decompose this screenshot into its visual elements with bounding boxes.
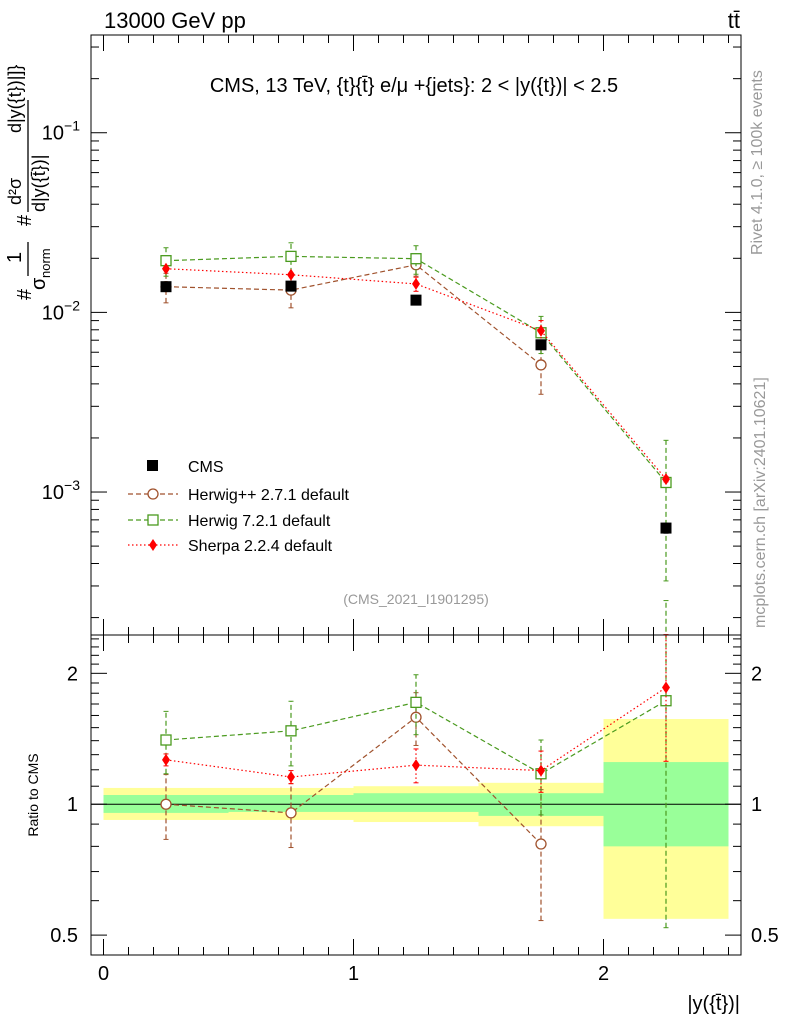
main-ytick-label: 10−3 [42, 477, 80, 504]
main-plot-content [160, 242, 672, 582]
mcplots-label: mcplots.cern.ch [arXiv:2401.10621] [752, 377, 769, 628]
main-ytick-label-base: 10 [42, 123, 64, 145]
ratio-point-sherpa-2-2-4-default [162, 753, 170, 766]
main-point-cms [160, 281, 172, 293]
main-axes: 10−110−210−3 [42, 35, 741, 635]
legend-label-herwigpp: Herwig++ 2.7.1 default [188, 487, 350, 504]
main-point-cms [285, 280, 297, 292]
ylabel-one: 1 [4, 252, 26, 263]
ylabel-hash-1: # [14, 288, 36, 300]
main-ytick-label: 10−1 [42, 118, 80, 145]
ratio-ylabel: Ratio to CMS [25, 753, 41, 836]
ratio-point-sherpa-2-2-4-default [662, 681, 670, 694]
legend-label-herwig7: Herwig 7.2.1 default [188, 513, 331, 530]
ratio-line-herwig-7-2-1-default [165, 700, 667, 775]
ylabel-denominator: d|y({t̄})| [29, 155, 49, 212]
main-point-cms [660, 522, 672, 534]
main-point-sherpa-2-2-4-default [162, 262, 170, 275]
ratio-plot-content [91, 600, 741, 929]
main-ylabel: # 1 σ norm # d²σ d|y({t̄})| d|y({t})|]} [4, 65, 53, 300]
ratio-ytick-label-right: 1 [751, 794, 762, 816]
ratio-point-herwig-7-2-1-default [285, 725, 297, 737]
main-point-sherpa-2-2-4-default [662, 473, 670, 486]
ratio-point-sherpa-2-2-4-default [287, 771, 295, 784]
main-point-herwig-7-2-1-default [410, 253, 422, 265]
legend-label-cms: CMS [188, 459, 224, 476]
legend-marker-herwig7 [147, 514, 159, 526]
analysis-watermark: (CMS_2021_I1901295) [343, 591, 489, 607]
rivet-label: Rivet 4.1.0, ≥ 100k events [749, 70, 766, 255]
ratio-point-herwig-7-2-1-default [160, 734, 172, 746]
main-point-herwig-7-2-1-default [285, 250, 297, 263]
legend-entry-sherpa: Sherpa 2.2.4 default [128, 538, 333, 555]
legend-entry-herwig7: Herwig 7.2.1 default [128, 513, 331, 530]
main-ytick-label: 10−2 [42, 297, 80, 324]
ratio-point-herwig-7-2-1-default [410, 696, 422, 709]
main-point-sherpa-2-2-4-default [412, 277, 420, 290]
main-point-herwig-2-7-1-default [535, 359, 547, 371]
main-ytick-label-base: 10 [42, 302, 64, 324]
main-title: CMS, 13 TeV, {t}{t̄} e/μ +{jets}: 2 < |y… [210, 75, 618, 97]
main-point-cms [410, 294, 422, 306]
header-process: tt̄ [728, 8, 740, 33]
ylabel-tail: d|y({t})|]} [5, 65, 25, 133]
ratio-ytick-label-right: 2 [751, 663, 762, 685]
ylabel-d2sigma: d²σ [5, 178, 25, 205]
legend: CMS Herwig++ 2.7.1 default Herwig 7.2.1 … [128, 459, 350, 555]
ratio-panel: 0.5 0.5 1 1 2 2 0 1 2 Ratio to CMS |y({t̄})| [25, 600, 779, 1015]
ratio-frame [90, 634, 742, 956]
ylabel-sigma: σ [28, 277, 50, 290]
main-panel: 10−110−210−3 CMS, 13 TeV, {t}{t̄} e/μ +{… [4, 34, 742, 636]
legend-entry-herwigpp: Herwig++ 2.7.1 default [128, 487, 350, 504]
ratio-point-sherpa-2-2-4-default [537, 764, 545, 777]
main-ytick-label-exp: −3 [64, 477, 80, 493]
ratio-point-sherpa-2-2-4-default [412, 759, 420, 772]
main-line-herwig-2-7-1-default [165, 264, 542, 366]
main-line-sherpa-2-2-4-default [165, 268, 667, 480]
main-ytick-label-base: 10 [42, 482, 64, 504]
legend-marker-herwigpp [147, 488, 159, 500]
ylabel-hash-2: # [14, 214, 36, 226]
ratio-axes: 0.5 0.5 1 1 2 2 0 1 2 [50, 635, 779, 985]
ratio-point-herwig-2-7-1-default [160, 798, 172, 810]
main-point-sherpa-2-2-4-default [537, 324, 545, 337]
ratio-xtick-label: 2 [598, 963, 609, 985]
ratio-ytick-label-left: 1 [67, 794, 78, 816]
ratio-xlabel: |y({t̄})| [687, 993, 740, 1015]
main-point-sherpa-2-2-4-default [287, 268, 295, 281]
header-energy: 13000 GeV pp [104, 8, 246, 33]
ratio-ytick-label-left: 2 [67, 663, 78, 685]
legend-marker-sherpa [149, 539, 157, 551]
legend-label-sherpa: Sherpa 2.2.4 default [188, 538, 333, 555]
main-point-cms [535, 339, 547, 351]
ratio-xtick-label: 1 [348, 963, 359, 985]
legend-marker-cms [147, 460, 158, 471]
ratio-line-herwig-2-7-1-default [165, 716, 542, 845]
ratio-xtick-label: 0 [98, 963, 109, 985]
ratio-ytick-label-left: 0.5 [50, 925, 78, 947]
ratio-point-herwig-2-7-1-default [535, 838, 547, 850]
ylabel-norm: norm [38, 248, 53, 278]
legend-entry-cms: CMS [147, 459, 224, 476]
ratio-point-herwig-2-7-1-default [285, 807, 297, 819]
ratio-ytick-label-right: 0.5 [751, 925, 779, 947]
ratio-line-sherpa-2-2-4-default [165, 687, 667, 778]
ratio-band-inner [353, 793, 479, 812]
main-ytick-label-exp: −1 [64, 118, 80, 134]
main-ytick-label-exp: −2 [64, 297, 80, 313]
